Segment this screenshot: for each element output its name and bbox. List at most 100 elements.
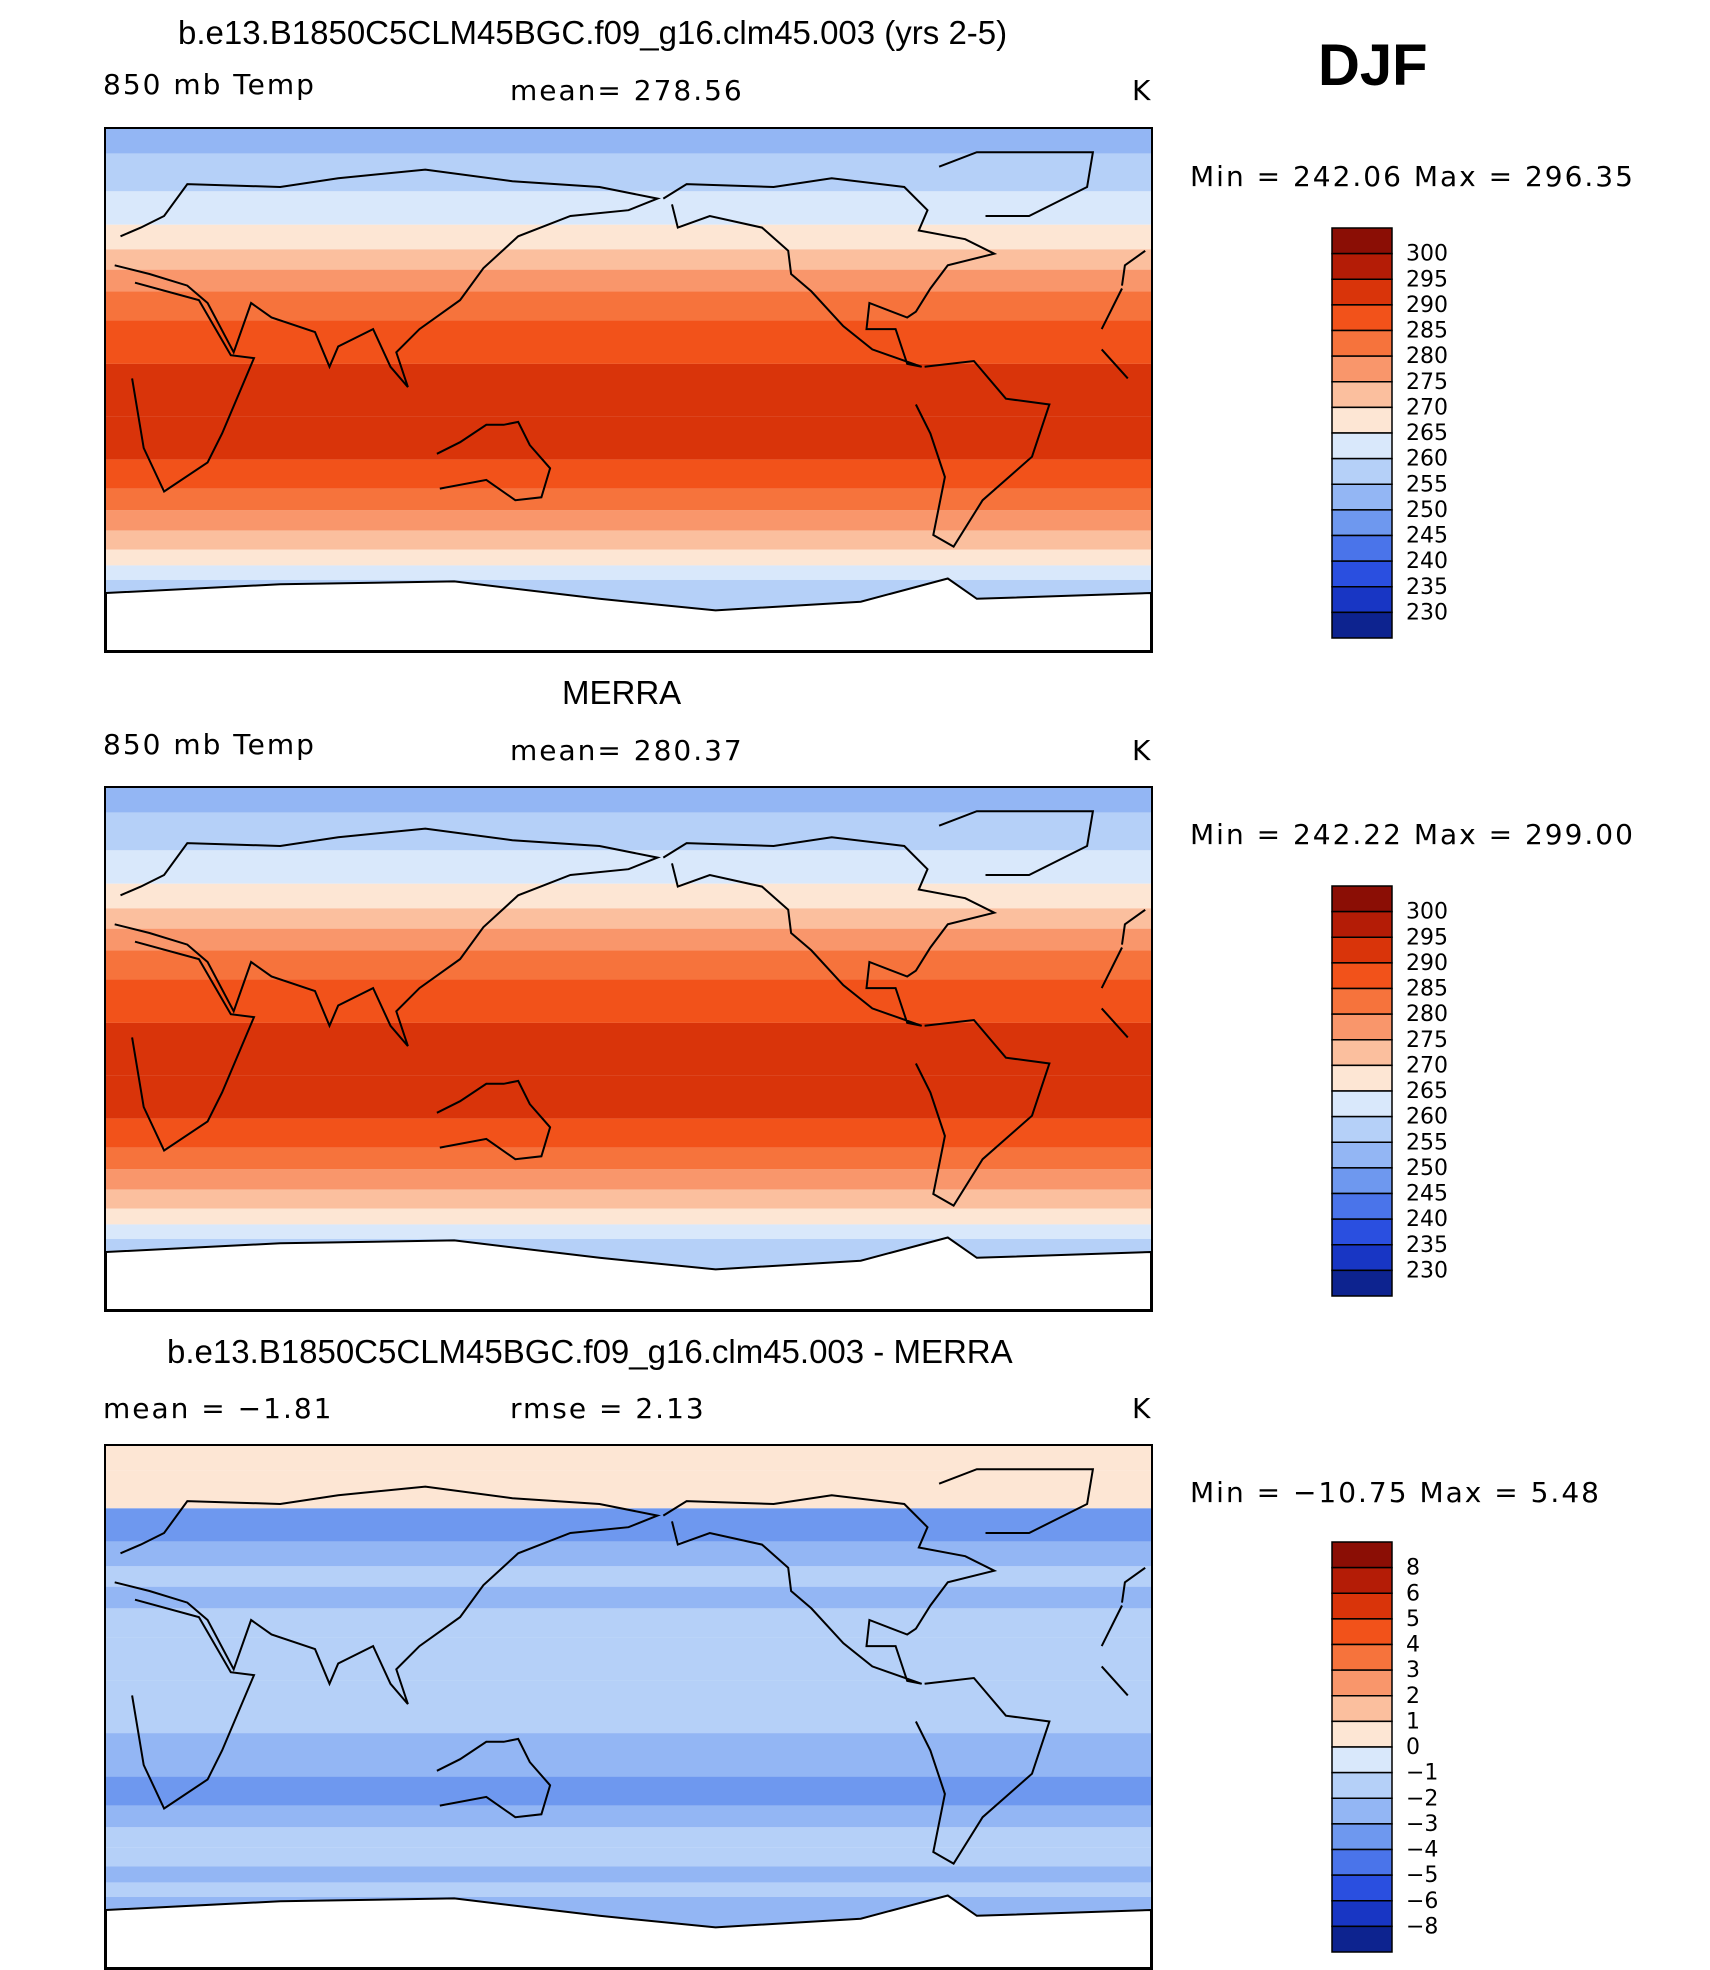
colorbar-tick-label: 235 — [1406, 1233, 1448, 1258]
colorbar-tick-label: 255 — [1406, 472, 1448, 497]
colorbar-swatch — [1331, 1566, 1393, 1594]
colorbar-tick-label: −6 — [1406, 1889, 1438, 1914]
colorbar-tick-label: 280 — [1406, 1002, 1448, 1027]
colorbar-swatch — [1331, 1192, 1393, 1220]
colorbar-swatch — [1331, 885, 1393, 913]
coastlines — [114, 810, 1146, 1207]
zonal-band-lat--52 — [106, 530, 1151, 550]
zonal-band-lat-88 — [106, 1446, 1151, 1471]
colorbar-swatch — [1331, 381, 1393, 409]
colorbar-swatch — [1331, 278, 1393, 306]
panel-1-map — [104, 127, 1153, 653]
zonal-band-lat--18 — [106, 1075, 1151, 1119]
zonal-band-lat-75 — [106, 812, 1151, 851]
zonal-band-lat-18 — [106, 979, 1151, 1023]
colorbar-tick-label: 280 — [1406, 344, 1448, 369]
colorbar-swatch — [1331, 1039, 1393, 1067]
zonal-band-lat-0 — [106, 1022, 1151, 1076]
colorbar-swatch — [1331, 329, 1393, 357]
colorbar-tick-label: 275 — [1406, 370, 1448, 395]
coastline-north-america-0 — [662, 177, 998, 368]
zonal-band-lat--58 — [106, 549, 1151, 566]
coastline-europe-asia-0 — [1121, 908, 1146, 945]
panel-2-variable-label: 850 mb Temp — [103, 728, 316, 761]
coastline-australia-0 — [436, 1737, 552, 1819]
colorbar-tick-label: 270 — [1406, 395, 1448, 420]
panel-1-units-label: K — [1132, 74, 1153, 107]
panel-3-map — [104, 1444, 1153, 1970]
coastlines — [114, 1468, 1146, 1865]
colorbar-swatch — [1331, 1618, 1393, 1646]
zonal-band-lat-30 — [106, 291, 1151, 321]
colorbar-tick-label: 3 — [1406, 1658, 1420, 1683]
colorbar-tick-label: 285 — [1406, 977, 1448, 1002]
colorbar-swatch — [1331, 1643, 1393, 1671]
field-bands — [106, 1446, 1151, 1968]
zonal-band-lat--45 — [106, 510, 1151, 531]
panel-2-units-label: K — [1132, 734, 1153, 767]
colorbar-swatch — [1331, 1874, 1393, 1902]
antarctica-blank — [106, 1236, 1151, 1310]
panel-1-variable-label: 850 mb Temp — [103, 68, 316, 101]
zonal-band-lat--18 — [106, 1733, 1151, 1777]
colorbar-tick-label: 2 — [1406, 1684, 1420, 1709]
zonal-band-lat-18 — [106, 1637, 1151, 1681]
colorbar-swatch — [1331, 560, 1393, 588]
panel-2-colorbar: 3002952902852802752702652602552502452402… — [1331, 885, 1448, 1297]
colorbar-tick-label: 295 — [1406, 925, 1448, 950]
colorbar-tick-label: 240 — [1406, 549, 1448, 574]
colorbar-tick-label: −8 — [1406, 1914, 1438, 1939]
colorbar-tick-label: 270 — [1406, 1053, 1448, 1078]
zonal-band-lat--30 — [106, 1776, 1151, 1806]
coastline-europe-asia-1 — [114, 1485, 661, 1705]
antarctica-blank — [106, 577, 1151, 651]
zonal-band-lat-30 — [106, 1608, 1151, 1638]
coastline-europe-asia-1 — [114, 168, 661, 388]
panel-2-map — [104, 786, 1153, 1312]
colorbar-swatch — [1331, 457, 1393, 485]
colorbar-tick-label: 300 — [1406, 900, 1448, 925]
colorbar-tick-label: 5 — [1406, 1607, 1420, 1632]
colorbar-swatch — [1331, 1823, 1393, 1851]
colorbar-tick-label: 285 — [1406, 319, 1448, 344]
zonal-band-lat-18 — [106, 320, 1151, 364]
zonal-band-lat-38 — [106, 1586, 1151, 1609]
coastline-greenland-0 — [938, 1468, 1095, 1534]
colorbar-swatch — [1331, 1720, 1393, 1748]
antarctica-blank — [106, 1894, 1151, 1968]
colorbar-swatch — [1331, 355, 1393, 383]
zonal-band-lat-62 — [106, 850, 1151, 884]
colorbar-swatch — [1331, 1141, 1393, 1169]
colorbar-swatch — [1331, 1269, 1393, 1297]
zonal-band-lat--38 — [106, 1805, 1151, 1828]
colorbar-tick-label: 0 — [1406, 1735, 1420, 1760]
colorbar-tick-label: 8 — [1406, 1556, 1420, 1581]
zonal-band-lat-52 — [106, 224, 1151, 250]
colorbar-swatch — [1331, 1064, 1393, 1092]
coastline-australia-0 — [436, 1079, 552, 1161]
colorbar-tick-label: 265 — [1406, 1079, 1448, 1104]
colorbar-tick-label: −3 — [1406, 1812, 1438, 1837]
colorbar-swatch — [1331, 483, 1393, 511]
coastline-north-america-0 — [662, 1494, 998, 1685]
zonal-band-lat-88 — [106, 129, 1151, 154]
colorbar-tick-label: −5 — [1406, 1863, 1438, 1888]
colorbar-swatch — [1331, 1797, 1393, 1825]
panel-1-colorbar: 3002952902852802752702652602552502452402… — [1331, 227, 1448, 639]
zonal-band-lat-38 — [106, 928, 1151, 951]
zonal-band-lat--45 — [106, 1827, 1151, 1848]
colorbar-tick-label: 250 — [1406, 498, 1448, 523]
colorbar-swatch — [1331, 1244, 1393, 1272]
colorbar-swatch — [1331, 987, 1393, 1015]
coastline-greenland-0 — [938, 810, 1095, 876]
colorbar-swatch — [1331, 304, 1393, 332]
zonal-band-lat-75 — [106, 1470, 1151, 1509]
colorbar-tick-label: 4 — [1406, 1633, 1420, 1658]
colorbar-swatch — [1331, 1746, 1393, 1774]
colorbar-swatch — [1331, 252, 1393, 280]
colorbar-tick-label: 290 — [1406, 293, 1448, 318]
colorbar-swatch — [1331, 1771, 1393, 1799]
colorbar-swatch — [1331, 534, 1393, 562]
coastline-africa-1 — [131, 1598, 256, 1810]
